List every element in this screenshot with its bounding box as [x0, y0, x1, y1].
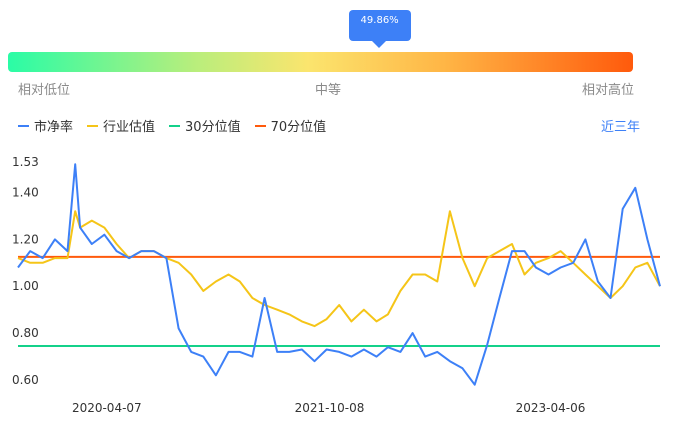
gauge-mid-label: 中等 [315, 83, 342, 98]
legend-item-industry[interactable]: 行业估值 [87, 116, 155, 135]
y-tick-label: 0.80 [12, 326, 39, 340]
legend-swatch-pb [18, 124, 29, 127]
legend-swatch-p30 [169, 124, 181, 127]
y-tick-label: 0.60 [12, 373, 39, 387]
legend-label-p30: 30分位值 [185, 120, 241, 135]
legend-label-p70: 70分位值 [270, 120, 327, 135]
gauge-low-label: 相对低位 [18, 83, 71, 98]
pb-series-line [17, 163, 661, 386]
legend-item-p70[interactable]: 70分位值 [254, 116, 327, 135]
y-tick-label: 1.00 [12, 279, 39, 293]
gauge-high-label: 相对高位 [582, 83, 635, 98]
legend-item-p30[interactable]: 30分位值 [169, 116, 241, 135]
period-selector[interactable]: 近三年 [600, 120, 640, 135]
industry-series-line [17, 210, 661, 328]
legend-swatch-p70 [254, 124, 266, 127]
y-tick-label: 1.53 [12, 155, 39, 169]
valuation-chart: 1.53 1.40 1.20 1.00 0.80 0.60 2020-04-07 2021-1… [12, 155, 661, 415]
x-tick-label: 2021-10-08 [295, 401, 365, 415]
x-tick-label: 2020-04-07 [72, 401, 142, 415]
legend-item-pb[interactable]: 市净率 [18, 116, 73, 135]
legend-label-pb: 市净率 [34, 120, 74, 135]
x-tick-label: 2023-04-06 [516, 401, 586, 415]
legend-label-industry: 行业估值 [103, 120, 156, 135]
percentile-tooltip: 49.86% [348, 10, 411, 48]
legend-swatch-industry [87, 124, 99, 127]
y-tick-label: 1.20 [12, 232, 39, 246]
chart-legend: 市净率 行业估值 30分位值 70分位值 [18, 116, 326, 135]
valuation-gauge-bar [8, 52, 633, 72]
y-tick-label: 1.40 [12, 185, 39, 199]
